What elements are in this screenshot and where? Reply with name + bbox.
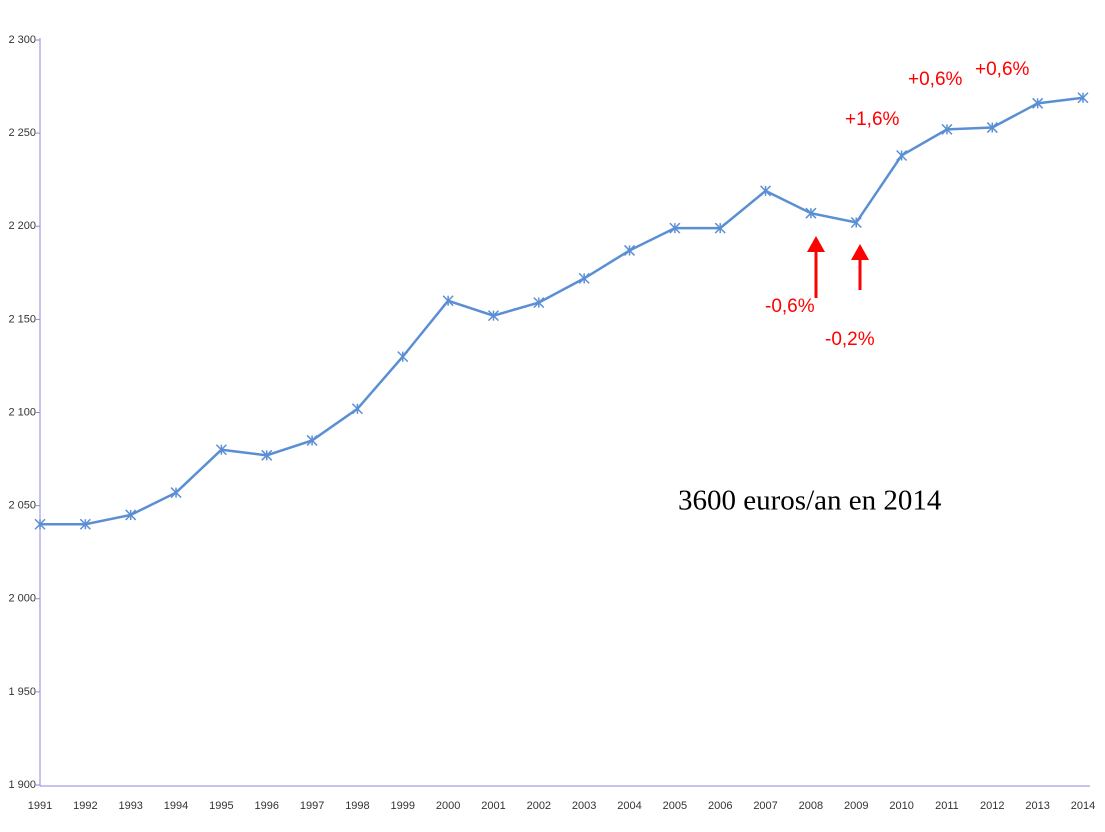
x-tick-label: 1998 — [345, 800, 369, 812]
y-tick-label: 2 050 — [8, 500, 36, 512]
marker — [261, 449, 273, 461]
marker — [805, 207, 817, 219]
annotation: +0,6% — [908, 69, 963, 90]
x-tick-label: 1995 — [209, 800, 233, 812]
marker — [170, 487, 182, 499]
x-tick-label: 2011 — [935, 800, 959, 812]
y-tick-label: 2 100 — [8, 406, 36, 418]
arrows — [807, 236, 869, 298]
x-tick-label: 2014 — [1071, 800, 1095, 812]
marker — [623, 244, 636, 256]
marker — [578, 272, 590, 284]
y-tick-label: 2 300 — [8, 34, 36, 46]
x-tick-label: 2003 — [572, 800, 596, 812]
marker — [442, 295, 454, 307]
x-tick-label: 1993 — [118, 800, 142, 812]
y-tick-label: 2 250 — [8, 127, 36, 139]
marker — [941, 123, 953, 135]
annotation: +1,6% — [845, 109, 900, 130]
annotation: -0,6% — [765, 296, 815, 317]
x-tick-label: 2006 — [708, 800, 732, 812]
x-tick-label: 2005 — [663, 800, 687, 812]
marker — [215, 444, 227, 456]
marker — [760, 185, 772, 197]
x-tick-label: 1999 — [391, 800, 415, 812]
x-tick-label: 1994 — [164, 800, 188, 812]
x-tick-label: 2008 — [799, 800, 823, 812]
marker — [125, 509, 137, 521]
marker — [487, 310, 500, 322]
x-tick-label: 2009 — [844, 800, 868, 812]
x-tick-label: 2012 — [980, 800, 1004, 812]
x-tick-label: 2000 — [436, 800, 460, 812]
series-line — [40, 96, 1084, 526]
marker — [986, 122, 998, 134]
y-tick-label: 1 950 — [8, 686, 36, 698]
x-tick-label: 1992 — [73, 800, 97, 812]
x-tick-label: 2013 — [1025, 800, 1049, 812]
x-tick-label: 1996 — [254, 800, 278, 812]
marker — [669, 222, 681, 234]
marker — [397, 351, 409, 363]
marker — [714, 222, 726, 234]
annotation: +0,6% — [975, 59, 1030, 80]
marker — [850, 216, 862, 229]
marker — [306, 434, 318, 446]
marker — [1032, 97, 1044, 109]
x-tick-label: 2010 — [889, 800, 913, 812]
y-tick-label: 2 150 — [8, 313, 36, 325]
marker — [533, 297, 545, 309]
x-tick-label: 2004 — [617, 800, 641, 812]
x-tick-label: 2007 — [753, 800, 777, 812]
marker — [1077, 92, 1089, 104]
x-tick-label: 1997 — [300, 800, 324, 812]
x-tick-label: 2002 — [527, 800, 551, 812]
y-tick-label: 2 000 — [8, 593, 36, 605]
marker — [79, 518, 91, 530]
x-tick-label: 2001 — [481, 800, 505, 812]
marker — [34, 518, 46, 530]
marker — [351, 403, 363, 415]
annotation: -0,2% — [825, 329, 875, 350]
annotation: 3600 euros/an en 2014 — [678, 485, 942, 517]
y-tick-label: 2 200 — [8, 220, 36, 232]
y-tick-label: 1 900 — [8, 779, 36, 791]
marker — [896, 149, 908, 162]
x-tick-label: 1991 — [28, 800, 52, 812]
